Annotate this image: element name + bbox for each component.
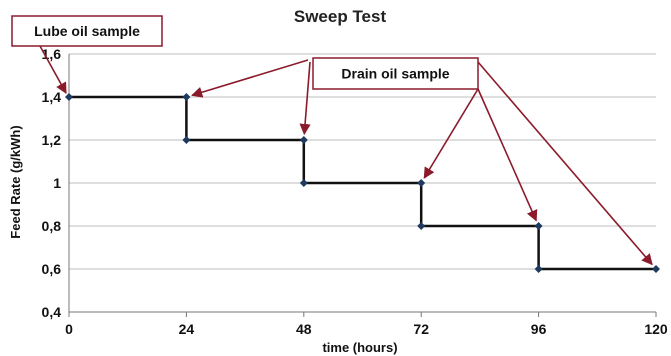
- data-point: [417, 179, 426, 187]
- callout-arrow: [39, 45, 67, 94]
- callout-arrow: [191, 59, 309, 98]
- data-point: [534, 222, 543, 230]
- y-tick-label: 1,4: [42, 89, 62, 105]
- series-line: [69, 95, 656, 271]
- x-tick-label: 0: [65, 321, 73, 337]
- y-tick-label: 0,8: [42, 218, 62, 234]
- x-tick-label: 24: [179, 321, 195, 337]
- y-tick-label: 0,4: [42, 304, 62, 320]
- x-tick-label: 96: [531, 321, 547, 337]
- callout-box: [312, 57, 479, 90]
- data-point: [65, 93, 73, 101]
- y-axis-label: Feed Rate (g/kWh): [8, 125, 23, 238]
- callout-arrow: [477, 88, 538, 222]
- y-tick-label: 1,2: [42, 132, 62, 148]
- data-point: [417, 222, 426, 230]
- data-point: [182, 93, 191, 101]
- x-tick-label: 120: [644, 321, 668, 337]
- chart-title: Sweep Test: [294, 7, 387, 26]
- x-tick-label: 48: [296, 321, 312, 337]
- data-point: [299, 136, 308, 144]
- y-tick-label: 0,6: [42, 261, 62, 277]
- series-feed-rate: [65, 93, 660, 273]
- y-tick-label: 1: [53, 175, 61, 191]
- data-point: [534, 265, 543, 273]
- callout-arrow: [423, 88, 479, 179]
- data-point: [299, 179, 308, 187]
- callout-arrow: [477, 61, 653, 266]
- callout-label: Drain oil sample: [341, 66, 449, 82]
- callouts: Lube oil sample Drain oil sample: [11, 15, 653, 266]
- x-axis-label: time (hours): [322, 340, 397, 355]
- data-point: [182, 136, 191, 144]
- callout-label: Lube oil sample: [34, 23, 140, 39]
- axes: 0,40,60,811,21,41,60 24 48 72 96 120: [42, 46, 668, 337]
- data-point: [652, 265, 660, 273]
- x-tick-label: 72: [413, 321, 429, 337]
- callout-box: [11, 15, 163, 47]
- callout-arrow: [299, 61, 311, 136]
